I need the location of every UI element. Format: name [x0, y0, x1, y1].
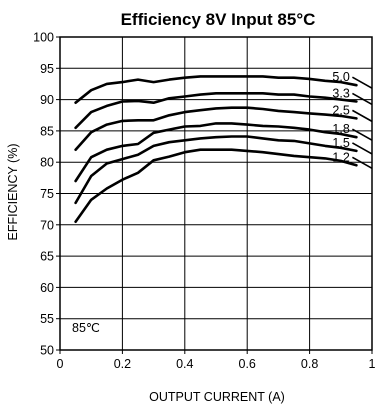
series-label-1.2: 1.2 — [332, 150, 349, 164]
series-line-1.5 — [74, 135, 358, 205]
series-label-2.5: 2.5 — [332, 103, 349, 117]
series-leader-1.8 — [352, 128, 373, 141]
y-tick-label: 85 — [40, 124, 54, 138]
series-leader-1.5 — [352, 142, 373, 155]
series-line-3.3 — [74, 92, 358, 130]
series-leader-5.0 — [352, 76, 373, 89]
series-line-2.5 — [74, 106, 358, 151]
y-tick-label: 80 — [40, 156, 54, 170]
series-label-1.8: 1.8 — [332, 122, 349, 136]
x-axis-label: OUTPUT CURRENT (A) — [149, 390, 285, 404]
series-labels: 5.0 3.3 2.5 1.81.51.2 — [332, 70, 373, 170]
grid — [60, 37, 372, 350]
y-tick-label: 75 — [40, 187, 54, 201]
series-leader-1.2 — [352, 156, 373, 170]
series-label-3.3: 3.3 — [332, 86, 349, 100]
x-tick-label: 0 — [57, 357, 64, 371]
series-label-5.0: 5.0 — [332, 70, 349, 84]
x-tick-label: 0.8 — [301, 357, 318, 371]
y-axis-label: EFFICIENCY (%) — [6, 144, 20, 241]
x-tick-label: 1 — [369, 357, 376, 371]
chart-title: Efficiency 8V Input 85°C — [121, 10, 316, 29]
y-tick-label: 100 — [33, 31, 54, 45]
plot-frame — [56, 36, 373, 354]
x-tick-label: 0.4 — [176, 357, 193, 371]
series-line-1.2 — [74, 148, 358, 223]
y-tick-label: 60 — [40, 281, 54, 295]
y-tick-label: 55 — [40, 312, 54, 326]
y-tick-label: 65 — [40, 250, 54, 264]
series-label-1.5: 1.5 — [332, 136, 349, 150]
x-tick-label: 0.6 — [239, 357, 256, 371]
series-leader-3.3 — [352, 92, 373, 106]
y-tick-label: 95 — [40, 62, 54, 76]
tick-labels: 0 0.2 0.4 0.6 0.8 1 50 55 60 65 70 75 80 85 90 95 100 — [33, 31, 375, 372]
y-tick-label: 70 — [40, 218, 54, 232]
temperature-annotation: 85℃ — [72, 321, 100, 335]
x-tick-label: 0.2 — [114, 357, 131, 371]
y-tick-label: 50 — [40, 344, 54, 358]
series-line-5.0 — [74, 75, 358, 104]
series-line-1.8 — [74, 122, 358, 183]
series-leader-2.5 — [352, 109, 373, 123]
series-lines — [74, 75, 358, 223]
y-tick-label: 90 — [40, 93, 54, 107]
